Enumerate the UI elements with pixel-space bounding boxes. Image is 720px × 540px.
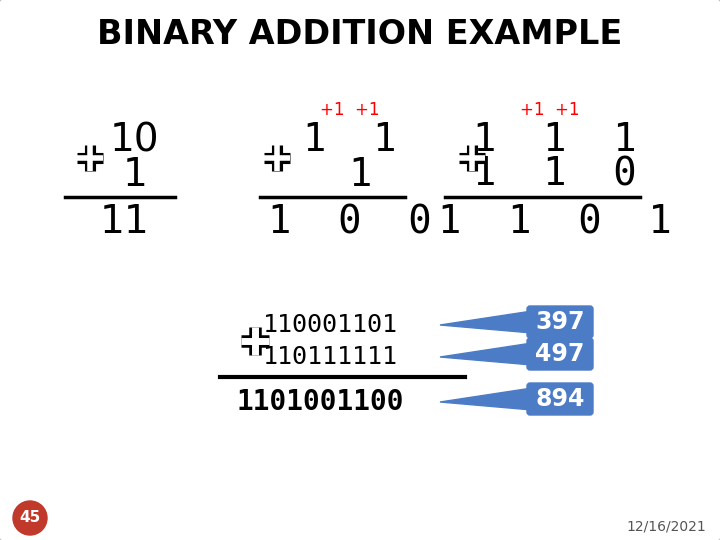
Text: 1  1  0: 1 1 0 xyxy=(473,156,636,194)
Text: 1  1  1: 1 1 1 xyxy=(473,121,636,159)
FancyBboxPatch shape xyxy=(527,338,593,370)
Polygon shape xyxy=(440,311,532,333)
Text: 12/16/2021: 12/16/2021 xyxy=(626,519,706,533)
Text: 10: 10 xyxy=(110,121,160,159)
Text: 110111111: 110111111 xyxy=(263,345,397,369)
Text: +1  +1: +1 +1 xyxy=(521,101,580,119)
Text: 110001101: 110001101 xyxy=(263,313,397,337)
Text: 397: 397 xyxy=(535,310,585,334)
FancyBboxPatch shape xyxy=(527,383,593,415)
Text: 11: 11 xyxy=(100,203,150,241)
Text: 1  1  0  1: 1 1 0 1 xyxy=(438,203,672,241)
Text: 45: 45 xyxy=(19,510,40,525)
Text: 1  1: 1 1 xyxy=(303,121,397,159)
Polygon shape xyxy=(440,343,532,365)
Text: 894: 894 xyxy=(535,387,585,411)
Text: 1: 1 xyxy=(122,156,148,194)
Polygon shape xyxy=(440,388,532,410)
Text: +1  +1: +1 +1 xyxy=(320,101,379,119)
Text: 1  0  0: 1 0 0 xyxy=(268,203,432,241)
Text: 1101001100: 1101001100 xyxy=(236,388,404,416)
Text: BINARY ADDITION EXAMPLE: BINARY ADDITION EXAMPLE xyxy=(97,18,623,51)
Text: 1: 1 xyxy=(348,156,372,194)
FancyBboxPatch shape xyxy=(527,306,593,338)
Text: 497: 497 xyxy=(535,342,585,366)
Circle shape xyxy=(13,501,47,535)
